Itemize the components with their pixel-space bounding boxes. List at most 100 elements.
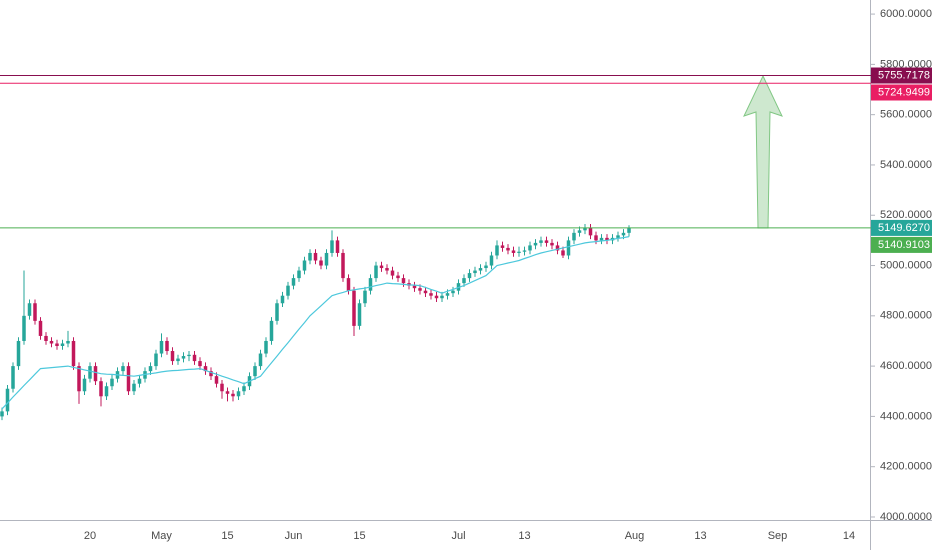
candle-body <box>528 245 532 251</box>
candle-body <box>561 250 565 256</box>
candle-body <box>522 250 527 252</box>
candle-body <box>297 270 301 279</box>
candle-body <box>192 354 197 362</box>
price-label-bg <box>871 219 932 236</box>
candle-body <box>550 242 554 246</box>
candle-body <box>594 235 598 241</box>
candle-body <box>187 354 191 357</box>
candle-body <box>418 288 422 291</box>
candle-body <box>506 247 510 251</box>
y-tick-label: 5800.0000 <box>880 58 932 70</box>
candle-body <box>302 260 307 271</box>
candle-body <box>137 378 142 384</box>
candle-body <box>154 353 158 367</box>
candle-body <box>478 268 483 271</box>
y-tick-label: 4000.0000 <box>880 511 932 523</box>
candle-body <box>203 366 208 372</box>
candle-body <box>0 411 4 417</box>
candle-body <box>280 295 285 304</box>
candle-body <box>467 273 472 279</box>
candle-body <box>214 376 219 384</box>
candle-body <box>77 366 81 392</box>
candle-body <box>159 340 164 354</box>
candle-body <box>104 386 109 397</box>
candle-body <box>621 232 626 236</box>
candle-body <box>148 366 153 372</box>
candle-body <box>231 393 235 397</box>
candle-body <box>434 295 439 299</box>
candle-body <box>572 232 576 241</box>
x-tick-label: Sep <box>768 530 788 542</box>
candle-body <box>511 250 516 253</box>
candle-body <box>335 240 340 253</box>
candle-body <box>412 285 417 289</box>
y-tick-label: 4200.0000 <box>880 461 932 473</box>
y-tick-label: 4800.0000 <box>880 310 932 322</box>
y-tick-label: 6000.0000 <box>880 8 932 20</box>
candle-body <box>627 227 631 233</box>
candle-body <box>440 295 444 299</box>
candle-body <box>33 303 37 321</box>
candle-body <box>517 251 521 253</box>
candle-body <box>368 278 373 291</box>
candle-body <box>379 265 384 269</box>
candle-body <box>577 230 582 233</box>
candle-body <box>132 383 136 392</box>
candle-body <box>286 285 290 296</box>
y-tick-label: 4400.0000 <box>880 410 932 422</box>
y-tick-label: 5400.0000 <box>880 159 932 171</box>
candle-body <box>5 388 10 412</box>
candle-body <box>401 278 406 284</box>
candle-body <box>544 240 549 243</box>
candle-body <box>209 371 213 377</box>
candle-body <box>616 235 620 238</box>
candle-body <box>445 293 450 296</box>
x-tick-label: Aug <box>625 530 645 542</box>
candle-body <box>396 275 400 279</box>
candle-body <box>181 356 186 359</box>
candle-body <box>16 340 21 367</box>
candle-body <box>264 340 268 354</box>
candle-body <box>357 303 362 326</box>
x-tick-label: Jun <box>285 530 303 542</box>
price-label-bg <box>871 236 932 253</box>
candle-body <box>324 252 329 266</box>
candle-body <box>275 303 279 321</box>
moving-average <box>1 236 630 410</box>
candle-body <box>225 391 230 394</box>
y-tick-label: 5200.0000 <box>880 209 932 221</box>
candle-body <box>22 315 26 341</box>
candle-body <box>93 366 98 382</box>
x-tick-label: May <box>151 530 172 542</box>
candle-body <box>313 252 318 261</box>
candle-body <box>11 366 15 389</box>
price-label: 5140.9103 <box>878 239 930 251</box>
candle-body <box>55 343 59 346</box>
x-tick-label: 14 <box>843 530 855 542</box>
candle-body <box>269 320 274 341</box>
candle-body <box>423 290 428 294</box>
candle-body <box>489 255 494 266</box>
candle-body <box>533 242 538 246</box>
candle-body <box>330 240 334 253</box>
x-tick-label: 13 <box>518 530 530 542</box>
price-label: 5724.9499 <box>878 86 930 98</box>
candle-body <box>599 237 604 241</box>
candle-body <box>44 335 48 341</box>
candle-body <box>242 386 246 392</box>
candle-body <box>605 237 609 241</box>
x-tick-label: Jul <box>451 530 465 542</box>
candle-body <box>539 240 543 243</box>
candle-body <box>170 351 175 362</box>
candle-body <box>82 378 87 392</box>
candle-body <box>121 366 125 372</box>
candle-body <box>126 366 131 392</box>
candle-body <box>495 245 499 256</box>
x-tick-label: 20 <box>84 530 96 542</box>
candle-body <box>352 290 356 326</box>
candle-body <box>71 340 76 367</box>
candle-body <box>374 265 378 279</box>
candle-body <box>165 340 169 352</box>
candle-body <box>385 268 389 271</box>
